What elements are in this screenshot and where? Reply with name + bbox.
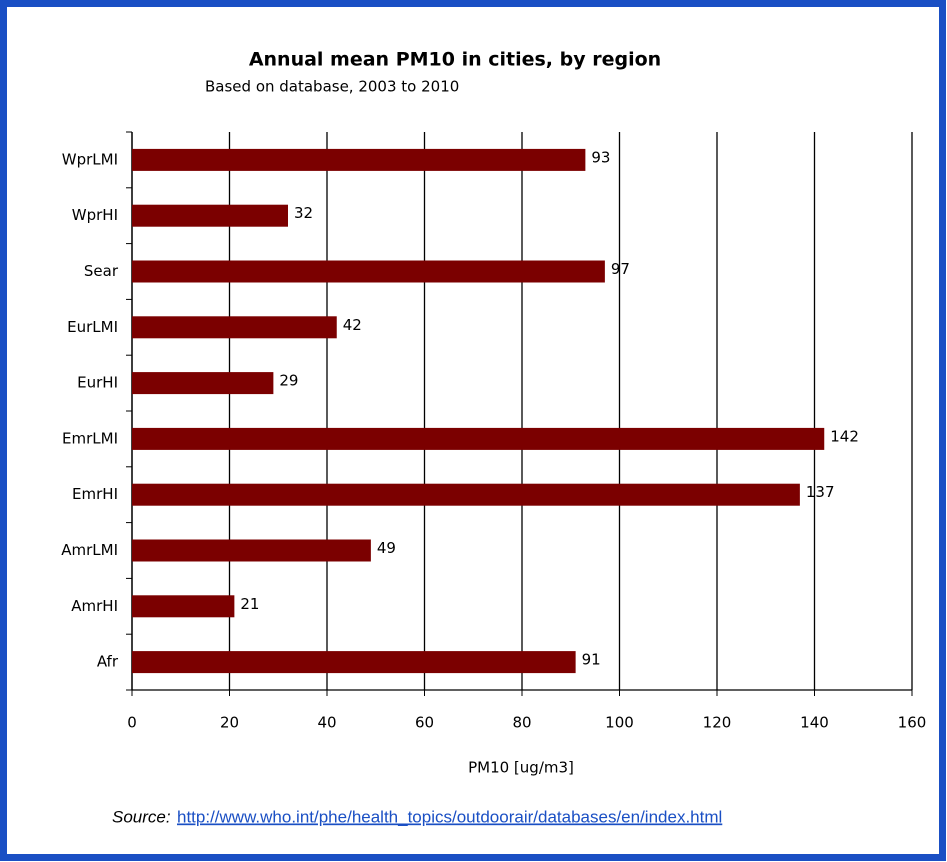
y-tick-label: EurHI [77, 374, 118, 392]
bar [132, 260, 605, 283]
value-label: 21 [240, 595, 259, 613]
bar [132, 148, 586, 171]
x-axis-label: PM10 [ug/m3] [468, 759, 574, 777]
bar [132, 651, 576, 674]
value-label: 137 [806, 483, 835, 501]
x-tick-label: 20 [220, 714, 239, 732]
y-tick-label: WprLMI [62, 150, 118, 168]
source-link[interactable]: http://www.who.int/phe/health_topics/out… [177, 807, 722, 826]
source-url[interactable]: http://www.who.int/phe/health_topics/out… [177, 807, 722, 826]
value-label: 29 [279, 372, 298, 390]
bar [132, 204, 288, 227]
chart-title: Annual mean PM10 in cities, by region [249, 49, 661, 71]
value-label: 42 [343, 316, 362, 334]
value-label: 32 [294, 204, 313, 222]
value-label: 91 [582, 651, 601, 669]
x-tick-label: 120 [703, 714, 732, 732]
x-tick-label: 140 [800, 714, 829, 732]
value-label: 93 [591, 148, 610, 166]
y-tick-label: Sear [84, 262, 119, 280]
bar [132, 316, 337, 339]
value-label: 142 [830, 427, 859, 445]
x-tick-label: 0 [127, 714, 137, 732]
y-tick-label: Afr [97, 653, 119, 671]
x-tick-label: 100 [605, 714, 634, 732]
y-tick-label: EurLMI [67, 318, 118, 336]
bar [132, 427, 825, 450]
x-tick-label: 60 [415, 714, 434, 732]
bar [132, 483, 800, 506]
y-tick-label: AmrHI [71, 597, 118, 615]
value-label: 49 [377, 539, 396, 557]
y-tick-label: EmrHI [72, 485, 118, 503]
bar [132, 539, 371, 562]
x-tick-label: 80 [512, 714, 531, 732]
y-tick-label: EmrLMI [62, 429, 118, 447]
x-tick-label: 160 [898, 714, 927, 732]
y-tick-label: WprHI [72, 206, 118, 224]
y-tick-label: AmrLMI [61, 541, 118, 559]
x-tick-label: 40 [317, 714, 336, 732]
chart-subtitle: Based on database, 2003 to 2010 [205, 78, 459, 96]
value-label: 97 [611, 260, 630, 278]
bar [132, 595, 235, 618]
bar [132, 372, 274, 395]
source-label: Source: [112, 807, 171, 826]
